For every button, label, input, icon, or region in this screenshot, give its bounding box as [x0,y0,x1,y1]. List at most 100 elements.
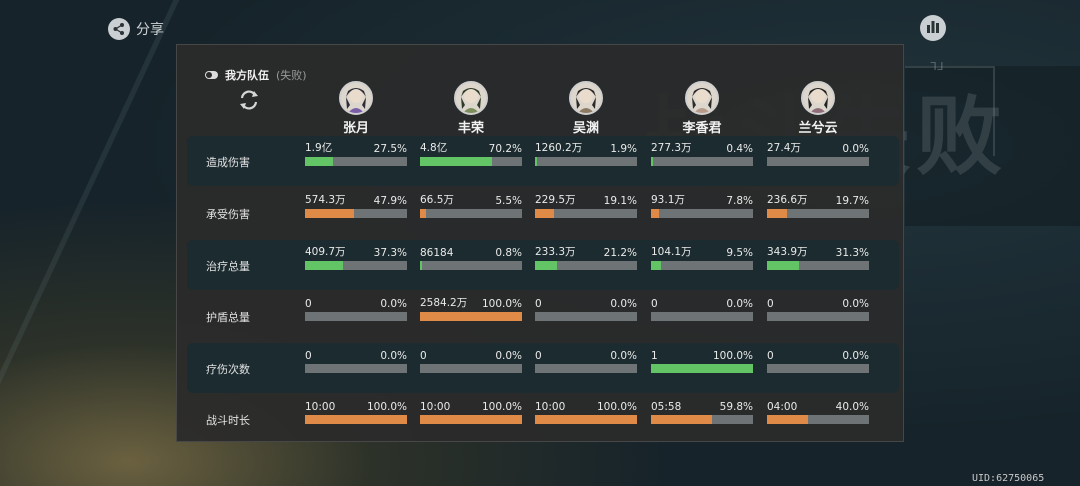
refresh-button[interactable] [237,90,261,114]
stat-percent: 59.8% [719,401,753,413]
stat-cell: 10:00 100.0% [535,398,637,428]
stat-bar [420,209,522,218]
stat-label: 战斗时长 [206,413,250,427]
stat-percent: 21.2% [603,247,637,259]
stat-percent: 100.0% [481,401,522,413]
stat-bar-fill [651,261,661,270]
stat-bar-fill [767,209,787,218]
stat-value: 343.9万 [767,246,808,258]
stat-bar [651,209,753,218]
stat-label: 承受伤害 [206,207,250,221]
stat-value: 86184 [420,247,454,259]
stat-bar [535,364,637,373]
stat-cell: 1.9亿 27.5% [305,140,407,170]
stat-bar-fill [535,415,637,424]
stat-percent: 19.1% [603,195,637,207]
stat-bar [651,364,753,373]
stat-bar-fill [651,364,753,373]
stat-percent: 1.9% [610,143,637,155]
stat-bar [420,312,522,321]
stat-bar [535,209,637,218]
bar-chart-icon [925,18,941,38]
stat-value: 1260.2万 [535,142,583,154]
stat-bar [767,261,869,270]
stat-value: 10:00 [420,401,451,413]
stat-percent: 19.7% [835,195,869,207]
stat-cell: 233.3万 21.2% [535,244,637,274]
stat-bar [305,261,407,270]
stat-percent: 0.4% [726,143,753,155]
character-avatar[interactable] [569,81,603,115]
stat-value: 1.9亿 [305,142,333,154]
character-avatar[interactable] [454,81,488,115]
team-header[interactable]: 我方队伍 (失败) [205,67,307,83]
stat-bar [535,312,637,321]
stat-cell: 10:00 100.0% [420,398,522,428]
stat-row: 战斗时长 10:00 100.0% 10:00 100.0% 10:00 100.0% 05:… [187,394,899,444]
stat-cell: 343.9万 31.3% [767,244,869,274]
stat-cell: 0 0.0% [767,347,869,377]
stat-cell: 574.3万 47.9% [305,192,407,222]
background-shade [905,66,1080,226]
team-toggle-icon[interactable] [205,71,218,79]
character-header: 丰荣 [413,81,529,136]
stat-percent: 27.5% [373,143,407,155]
stat-label: 疗伤次数 [206,362,250,376]
stat-bar [651,312,753,321]
character-name: 兰兮云 [798,121,838,136]
share-label: 分享 [136,22,164,38]
share-button[interactable]: 分享 [108,18,164,40]
stat-bar [420,157,522,166]
stat-cell: 4.8亿 70.2% [420,140,522,170]
stat-percent: 47.9% [373,195,407,207]
stat-value: 10:00 [535,401,566,413]
stat-value: 104.1万 [651,246,692,258]
stat-cell: 409.7万 37.3% [305,244,407,274]
stat-value: 277.3万 [651,142,692,154]
stat-bar-fill [305,157,333,166]
stat-percent: 40.0% [835,401,869,413]
character-name: 吴渊 [572,121,599,136]
stat-label: 治疗总量 [206,259,250,273]
character-avatar[interactable] [339,81,373,115]
stat-bar [305,209,407,218]
stat-percent: 0.0% [842,350,869,362]
stat-percent: 0.8% [495,247,522,259]
character-header: 吴渊 [528,81,644,136]
stat-value: 0 [767,350,774,362]
stat-percent: 7.8% [726,195,753,207]
character-name: 丰荣 [457,121,484,136]
stat-value: 0 [305,298,312,310]
stat-value: 236.6万 [767,194,808,206]
stat-value: 93.1万 [651,194,685,206]
stat-value: 0 [305,350,312,362]
stat-cell: 1 100.0% [651,347,753,377]
team-label: 我方队伍 [225,69,269,82]
character-name: 李香君 [682,121,722,136]
stat-cell: 104.1万 9.5% [651,244,753,274]
stat-bar [651,261,753,270]
stat-value: 409.7万 [305,246,346,258]
refresh-icon [237,89,261,115]
stat-cell: 0 0.0% [420,347,522,377]
stat-percent: 0.0% [495,350,522,362]
character-name: 张月 [342,121,369,136]
user-id: UID:62750065 [972,473,1045,484]
stat-cell: 229.5万 19.1% [535,192,637,222]
character-avatar[interactable] [801,81,835,115]
stat-bar-fill [420,209,426,218]
character-avatar[interactable] [685,81,719,115]
stats-button[interactable] [920,15,946,41]
stat-value: 229.5万 [535,194,576,206]
stat-bar-fill [767,261,799,270]
stat-percent: 100.0% [366,401,407,413]
stat-cell: 27.4万 0.0% [767,140,869,170]
stat-bar [767,209,869,218]
stat-percent: 5.5% [495,195,522,207]
stat-bar-fill [420,157,492,166]
stat-bar-fill [651,415,712,424]
stat-bar [420,415,522,424]
stat-cell: 0 0.0% [651,295,753,325]
stat-bar [767,415,869,424]
stat-bar-fill [767,415,808,424]
